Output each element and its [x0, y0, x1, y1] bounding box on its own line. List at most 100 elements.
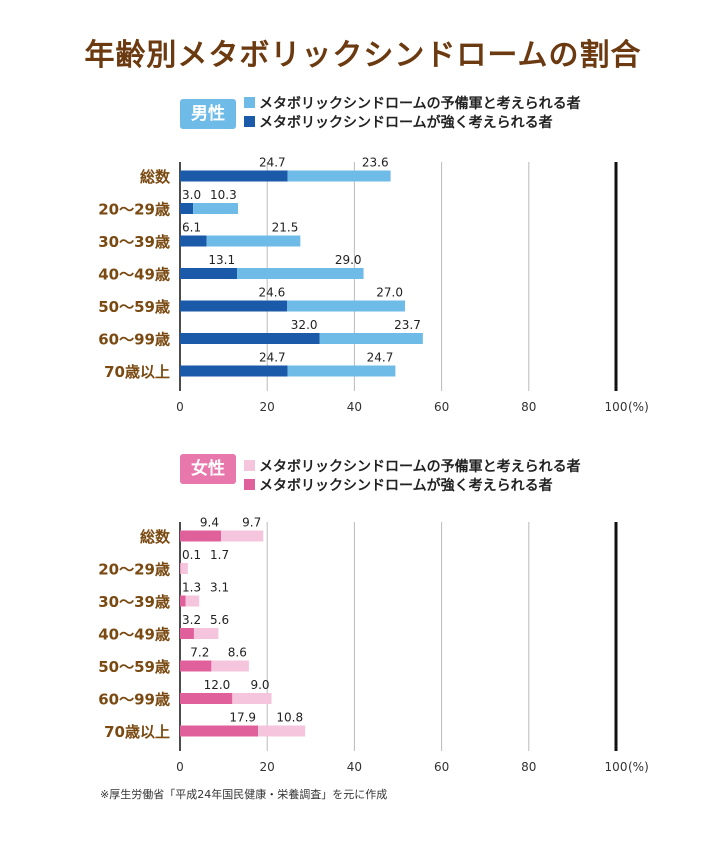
bar-strong	[180, 660, 212, 672]
female-badge: 女性	[180, 454, 236, 484]
data-label-reserve: 9.7	[242, 516, 261, 530]
category-label: 30〜39歳	[98, 593, 170, 611]
category-label: 総数	[140, 528, 171, 546]
data-label-strong: 3.2	[182, 613, 201, 627]
category-label: 40〜49歳	[98, 626, 170, 644]
data-label-reserve: 8.6	[228, 646, 247, 660]
bar-reserve	[211, 660, 249, 672]
bar-reserve	[180, 563, 188, 574]
x-tick-label: 80	[521, 760, 536, 774]
data-label-reserve: 1.7	[210, 548, 229, 562]
female-legend: メタボリックシンドロームの予備軍と考えられる者 メタボリックシンドロームが強く考…	[244, 456, 581, 494]
bar-reserve	[206, 235, 301, 247]
bar-reserve	[287, 170, 391, 182]
data-label-reserve: 5.6	[210, 613, 229, 627]
page-title: 年齢別メタボリックシンドロームの割合	[84, 38, 642, 73]
data-label-strong: 12.0	[204, 678, 231, 692]
legend-item-reserve: メタボリックシンドロームの予備軍と考えられる者	[244, 93, 581, 112]
bar-strong	[180, 693, 233, 704]
data-label-strong: 6.1	[182, 221, 201, 235]
legend-swatch-icon	[244, 116, 255, 127]
category-label: 50〜59歳	[98, 658, 170, 676]
bar-reserve	[220, 530, 264, 542]
x-tick-label: 0	[176, 400, 184, 414]
data-label-reserve: 23.6	[362, 156, 389, 170]
x-tick-label: 20	[260, 400, 275, 414]
data-label-strong: 0.1	[182, 548, 201, 562]
bar-reserve	[319, 333, 423, 344]
male-chart: 0 20 40 60 80 100 (%) 総数 24.7 23.6 20〜29歳 3.0 10.3 30…	[98, 156, 649, 415]
legend-swatch-icon	[244, 479, 255, 490]
male-badge: 男性	[180, 99, 236, 129]
category-label: 60〜99歳	[98, 691, 170, 709]
bar-strong	[180, 530, 221, 542]
category-label: 20〜29歳	[98, 561, 170, 579]
bar-reserve	[287, 365, 396, 377]
bar-strong	[180, 235, 207, 247]
legend-swatch-icon	[244, 97, 255, 108]
category-label: 60〜99歳	[98, 331, 170, 349]
x-tick-label: 100	[605, 760, 628, 774]
x-tick-label: 60	[434, 760, 449, 774]
legend-swatch-icon	[244, 460, 255, 471]
legend-item-strong: メタボリックシンドロームが強く考えられる者	[244, 475, 581, 494]
bar-reserve	[193, 203, 238, 214]
data-label-strong: 13.1	[208, 253, 235, 267]
data-label-strong: 9.4	[200, 516, 219, 530]
bar-strong	[180, 595, 186, 607]
category-label: 総数	[140, 168, 171, 186]
bar-reserve	[232, 693, 272, 704]
category-label: 40〜49歳	[98, 266, 170, 284]
source-note: ※厚生労働省「平成24年国民健康・栄養調査」を元に作成	[100, 788, 388, 801]
x-tick-label: 100	[605, 400, 628, 414]
bar-strong	[180, 268, 238, 279]
bar-reserve	[193, 628, 219, 639]
category-label: 30〜39歳	[98, 233, 170, 251]
bar-strong	[180, 725, 259, 737]
bar-strong	[180, 170, 288, 182]
bar-reserve	[237, 268, 364, 279]
bar-strong	[180, 365, 288, 377]
legend-label: メタボリックシンドロームが強く考えられる者	[259, 477, 553, 494]
data-label-reserve: 10.8	[276, 711, 303, 725]
bar-reserve	[185, 595, 200, 607]
category-label: 50〜59歳	[98, 298, 170, 316]
male-legend: メタボリックシンドロームの予備軍と考えられる者 メタボリックシンドロームが強く考…	[244, 93, 581, 131]
bar-strong	[180, 563, 181, 574]
x-tick-label: 40	[347, 400, 362, 414]
data-label-strong: 24.7	[259, 156, 286, 170]
data-label-strong: 3.0	[182, 188, 201, 202]
x-unit-label: (%)	[628, 400, 649, 414]
data-label-strong: 24.6	[259, 286, 286, 300]
data-label-reserve: 9.0	[250, 678, 269, 692]
legend-label: メタボリックシンドロームが強く考えられる者	[259, 114, 553, 131]
legend-label: メタボリックシンドロームの予備軍と考えられる者	[259, 458, 581, 475]
x-tick-label: 0	[176, 760, 184, 774]
x-unit-label: (%)	[628, 760, 649, 774]
bar-strong	[180, 203, 194, 214]
data-label-reserve: 21.5	[272, 221, 299, 235]
data-label-strong: 7.2	[190, 646, 209, 660]
data-label-reserve: 29.0	[335, 253, 362, 267]
data-label-reserve: 23.7	[394, 318, 421, 332]
bar-strong	[180, 628, 194, 639]
category-label: 70歳以上	[104, 723, 170, 741]
data-label-strong: 1.3	[182, 581, 201, 595]
data-label-strong: 32.0	[291, 318, 318, 332]
x-tick-label: 40	[347, 760, 362, 774]
data-label-strong: 17.9	[229, 711, 256, 725]
bar-strong	[180, 300, 288, 312]
data-label-reserve: 27.0	[376, 286, 403, 300]
category-label: 20〜29歳	[98, 201, 170, 219]
data-label-reserve: 24.7	[367, 351, 394, 365]
female-chart: 0 20 40 60 80 100 (%) 総数 9.4 9.7 20〜29歳 0.1 1.7 30〜39…	[98, 516, 649, 775]
legend-item-reserve: メタボリックシンドロームの予備軍と考えられる者	[244, 456, 581, 475]
data-label-strong: 24.7	[259, 351, 286, 365]
data-label-reserve: 3.1	[210, 581, 229, 595]
legend-item-strong: メタボリックシンドロームが強く考えられる者	[244, 112, 581, 131]
x-tick-label: 60	[434, 400, 449, 414]
bar-strong	[180, 333, 320, 344]
x-tick-label: 80	[521, 400, 536, 414]
bar-reserve	[287, 300, 405, 312]
x-tick-label: 20	[260, 760, 275, 774]
